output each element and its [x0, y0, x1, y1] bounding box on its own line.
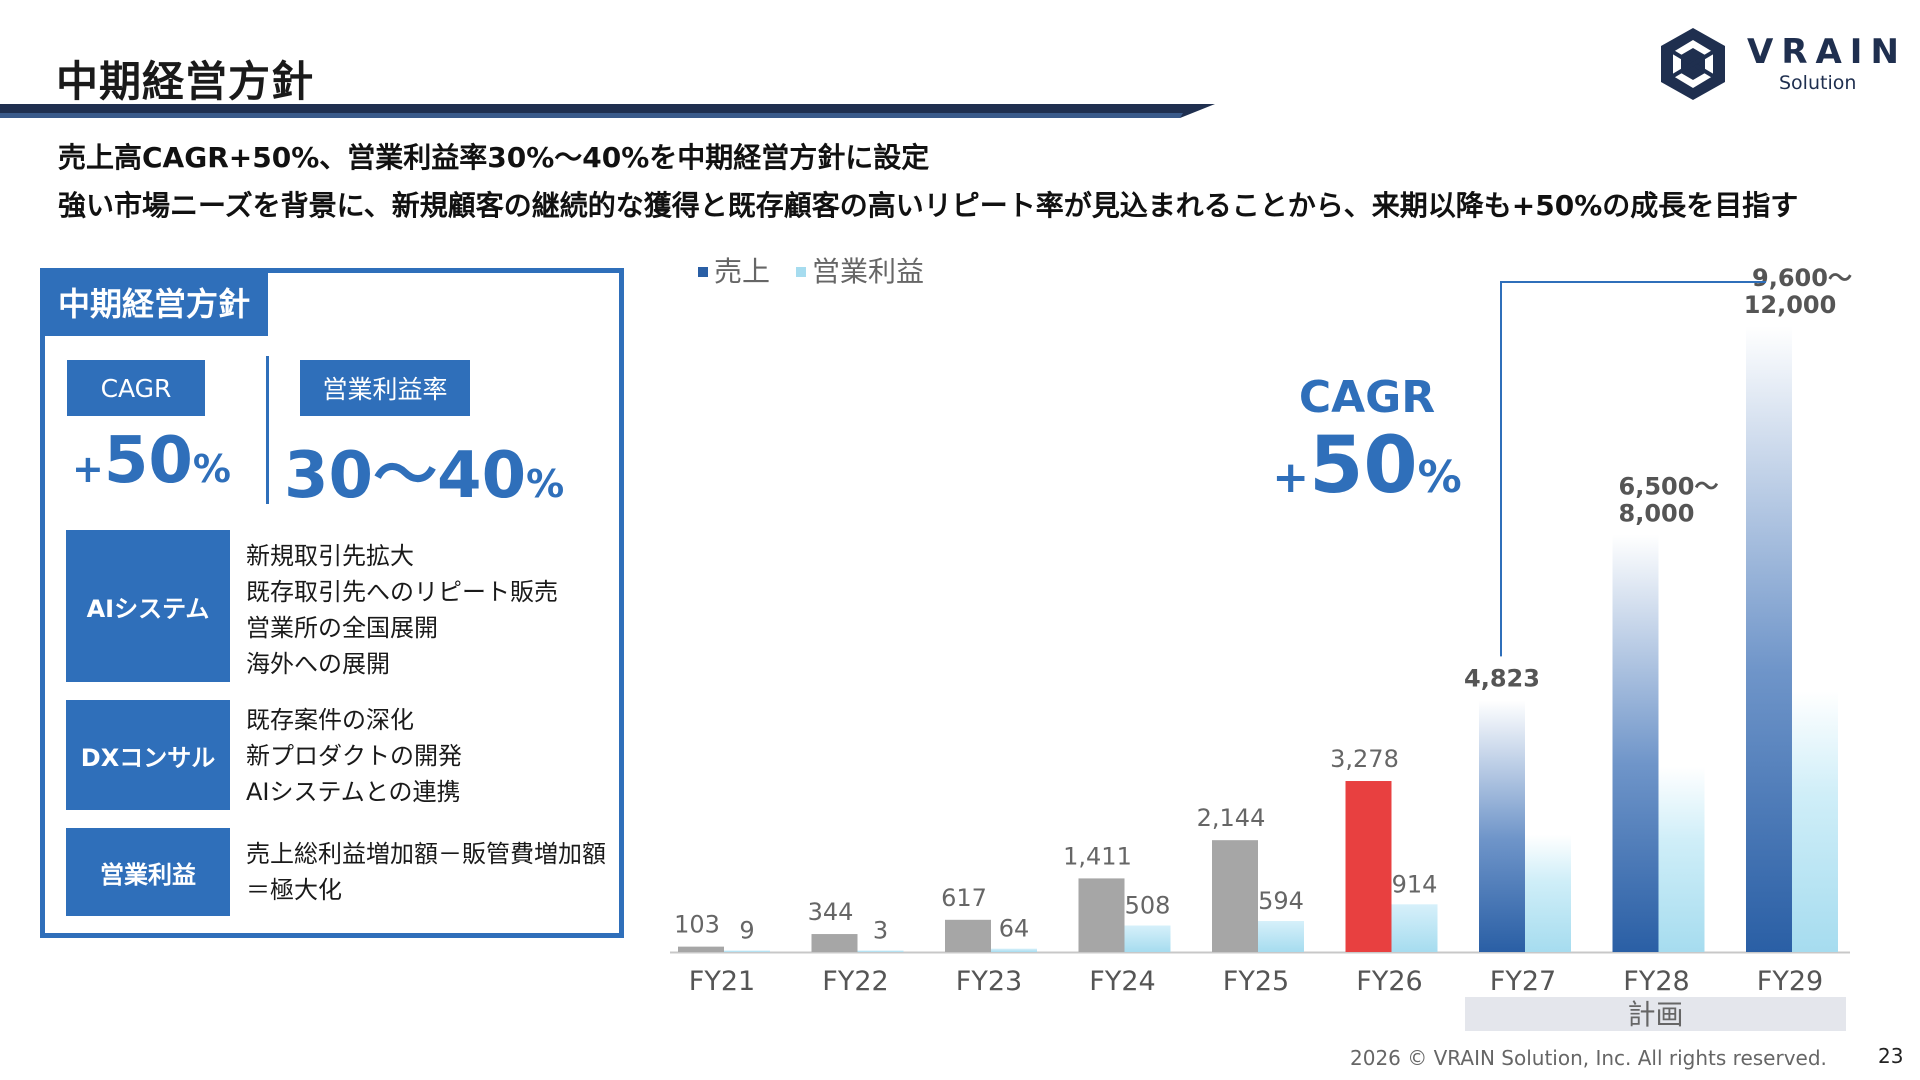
bar-sales-fy28 [1612, 534, 1659, 952]
legend-sales-label: 売上 [714, 255, 770, 288]
legend-profit-swatch [796, 267, 806, 277]
strategy-item: ＝極大化 [246, 876, 342, 904]
kpi-cagr-number: 50 [103, 424, 193, 498]
bar-sales-fy29 [1746, 326, 1792, 952]
strategy-item: 売上総利益増加額－販管費増加額 [246, 840, 606, 868]
strategy-item: 新プロダクトの開発 [246, 742, 462, 770]
label-sales-fy23: 617 [941, 884, 987, 912]
bar-sales-fy24 [1078, 878, 1125, 952]
bar-profit-fy25 [1258, 921, 1304, 952]
label-sales-fy29-range-low: 9,600〜 [1752, 264, 1852, 292]
bar-profit-fy24 [1124, 925, 1171, 952]
summary-line-1: 売上高CAGR+50%、営業利益率30%〜40%を中期経営方針に設定 [58, 141, 930, 174]
strategy-dx-consulting-items: 既存案件の深化 新プロダクトの開発 AIシステムとの連携 [246, 702, 462, 810]
bar-sales-fy26 [1345, 781, 1392, 952]
copyright-footer: 2026 © VRAIN Solution, Inc. All rights r… [1350, 1046, 1827, 1070]
label-sales-fy28-range-low: 6,500〜 [1619, 473, 1719, 501]
bar-profit-fy23 [991, 948, 1037, 952]
bar-profit-fy27 [1525, 834, 1571, 952]
kpi-margin-unit: % [526, 462, 565, 506]
strategy-operating-profit-label: 営業利益 [66, 828, 230, 916]
kpi-cagr-value: +50% [72, 424, 231, 498]
page-number: 23 [1878, 1044, 1904, 1068]
tick-fy27: FY27 [1490, 966, 1556, 997]
label-sales-fy22: 344 [808, 898, 854, 926]
strategy-ai-system-items: 新規取引先拡大 既存取引先へのリピート販売 営業所の全国展開 海外への展開 [246, 538, 558, 682]
strategy-item: 既存取引先へのリピート販売 [246, 578, 558, 606]
strategy-item: 営業所の全国展開 [246, 614, 438, 642]
tick-fy21: FY21 [689, 966, 755, 997]
bar-profit-fy21 [724, 950, 770, 952]
kpi-cagr-prefix: + [72, 447, 104, 491]
kpi-cagr-unit: % [192, 447, 231, 491]
plan-label: 計画 [1627, 998, 1683, 1031]
bar-profit-fy28 [1658, 766, 1705, 952]
tick-fy28: FY28 [1623, 966, 1689, 997]
bar-profit-fy22 [857, 950, 904, 952]
tick-fy25: FY25 [1223, 966, 1289, 997]
tick-fy24: FY24 [1089, 966, 1155, 997]
label-sales-fy27: 4,823 [1464, 664, 1540, 692]
strategy-dx-consulting-label: DXコンサル [66, 700, 230, 810]
label-profit-fy23: 64 [999, 915, 1030, 943]
strategy-item: 新規取引先拡大 [246, 542, 414, 570]
tick-fy22: FY22 [822, 966, 888, 997]
label-profit-fy25: 594 [1258, 887, 1304, 915]
bar-sales-fy25 [1212, 840, 1258, 952]
label-sales-fy25: 2,144 [1197, 804, 1266, 832]
label-profit-fy26: 914 [1392, 870, 1438, 898]
kpi-margin-label: 営業利益率 [300, 360, 470, 416]
label-profit-fy24: 508 [1125, 892, 1171, 920]
cagr-annotation-value: +50% [1272, 421, 1462, 511]
policy-panel-title: 中期経営方針 [40, 268, 268, 336]
strategy-item: AIシステムとの連携 [246, 778, 461, 806]
kpi-divider [266, 356, 269, 504]
header-divider [0, 104, 1215, 118]
strategy-ai-system-label: AIシステム [66, 530, 230, 682]
tick-fy29: FY29 [1757, 966, 1823, 997]
chart-legend: 売上 営業利益 [698, 255, 924, 288]
label-sales-fy28-range-high: 8,000 [1619, 500, 1695, 528]
summary-line-2: 強い市場ニーズを背景に、新規顧客の継続的な獲得と既存顧客の高いリピート率が見込ま… [58, 189, 1799, 222]
label-profit-fy21: 9 [739, 917, 754, 945]
bar-profit-fy29 [1792, 691, 1838, 952]
label-sales-fy21: 103 [674, 911, 720, 939]
strategy-operating-profit-items: 売上総利益増加額－販管費増加額 ＝極大化 [246, 836, 606, 908]
tick-fy26: FY26 [1356, 966, 1422, 997]
vrain-logo-mark-icon [1661, 28, 1725, 100]
bar-sales-fy23 [945, 919, 991, 952]
cagr-annotation-label: CAGR [1299, 372, 1435, 423]
logo-subtext: Solution [1779, 72, 1857, 94]
bar-profit-fy26 [1391, 904, 1438, 952]
kpi-margin-number: 30〜40 [284, 439, 527, 513]
kpi-cagr-label: CAGR [67, 360, 205, 416]
logo-wordmark: VRAIN [1747, 32, 1907, 72]
vrain-logo: VRAIN Solution [1655, 26, 1899, 102]
strategy-item: 既存案件の深化 [246, 706, 414, 734]
legend-sales-swatch [698, 267, 708, 277]
bar-sales-fy22 [811, 934, 858, 952]
bar-sales-fy21 [678, 946, 724, 952]
legend-profit-label: 営業利益 [812, 255, 924, 288]
bar-sales-fy27 [1479, 700, 1525, 952]
label-sales-fy26: 3,278 [1330, 745, 1399, 773]
tick-fy23: FY23 [956, 966, 1022, 997]
plan-band [1465, 997, 1846, 1031]
kpi-margin-value: 30〜40% [284, 424, 564, 516]
strategy-item: 海外への展開 [246, 650, 390, 678]
label-profit-fy22: 3 [873, 917, 888, 945]
cagr-bracket-line [1500, 281, 1766, 657]
page-title: 中期経営方針 [56, 57, 315, 106]
label-sales-fy24: 1,411 [1063, 842, 1132, 870]
label-sales-fy29-range-high: 12,000 [1744, 291, 1837, 319]
